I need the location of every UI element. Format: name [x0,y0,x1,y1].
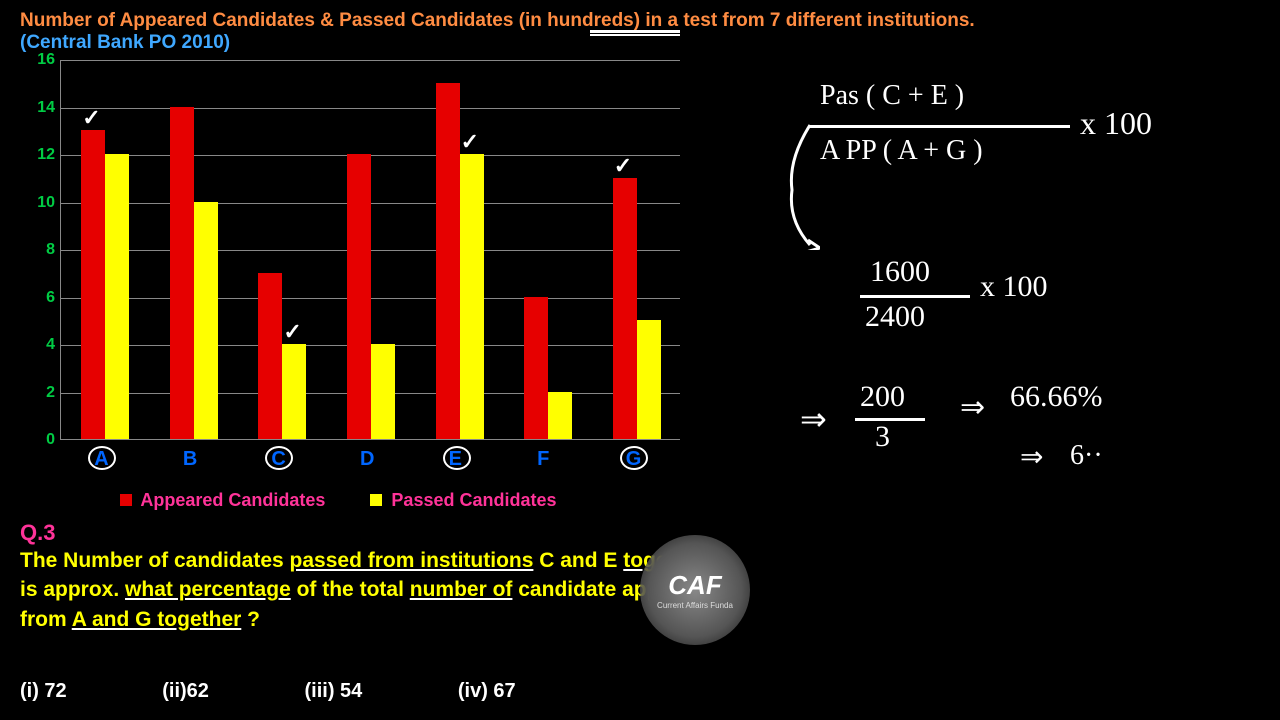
question-block: Q.3 The Number of candidates passed from… [20,520,720,634]
circle-annotation [620,446,648,470]
hw-final: 6·· [1070,440,1103,472]
bar-passed-D [371,344,395,439]
handwritten-solution: Pas ( C + E ) x 100 A PP ( A + G ) 1600 … [780,80,1260,580]
chart-legend: Appeared Candidates Passed Candidates [120,490,557,511]
legend-swatch-passed [370,494,382,506]
legend-label-passed: Passed Candidates [391,490,556,510]
bar-passed-A [105,154,129,439]
bar-appeared-F [524,297,548,440]
y-axis-label: 6 [20,289,55,307]
hw-numerator: Pas ( C + E ) [820,80,964,112]
bar-appeared-B [170,107,194,440]
title-line1: Number of Appeared Candidates & Passed C… [20,10,1260,32]
underline-decoration [590,30,680,33]
watermark-text: CAF [668,570,721,601]
hw-fraction-bar3 [855,418,925,421]
circle-annotation [443,446,471,470]
hw-66pct: 66.66% [1010,380,1103,414]
gridline [61,108,680,109]
gridline [61,60,680,61]
y-axis-label: 10 [20,194,55,212]
y-axis-label: 16 [20,51,55,69]
checkmark-annotation: ✓ [283,319,301,345]
hw-200: 200 [860,380,905,414]
y-axis-label: 12 [20,146,55,164]
bar-chart: 0246810121416 ABCDEFG✓✓✓✓ [20,60,680,480]
hw-denominator: A PP ( A + G ) [820,135,983,167]
checkmark-annotation: ✓ [461,129,479,155]
hw-1600: 1600 [870,255,930,289]
bar-appeared-C [258,273,282,439]
bar-passed-F [548,392,572,440]
hw-times100-b: x 100 [980,270,1048,304]
bar-appeared-G [613,178,637,439]
bar-passed-B [194,202,218,440]
checkmark-annotation: ✓ [614,153,632,179]
circle-annotation [265,446,293,470]
hw-bracket [780,120,820,250]
bar-appeared-A [81,130,105,439]
bar-passed-C [282,344,306,439]
watermark-subtext: Current Affairs Funda [657,601,733,610]
question-text: The Number of candidates passed from ins… [20,546,720,634]
y-axis-label: 14 [20,99,55,117]
question-number: Q.3 [20,520,720,546]
y-axis-label: 8 [20,241,55,259]
option-ii: (ii)62 [162,680,209,703]
bar-appeared-E [436,83,460,439]
option-iv: (iv) 67 [458,680,516,703]
y-axis-label: 2 [20,384,55,402]
option-i: (i) 72 [20,680,67,703]
x-axis-label-F: F [537,448,549,471]
x-axis-label-D: D [360,448,374,471]
legend-swatch-appeared [120,494,132,506]
bar-passed-G [637,320,661,439]
hw-times100-a: x 100 [1080,105,1152,142]
underline-decoration [590,34,680,36]
bar-passed-E [460,154,484,439]
hw-fraction-bar2 [860,295,970,298]
answer-options: (i) 72 (ii)62 (iii) 54 (iv) 67 [20,680,606,703]
x-axis-label-B: B [183,448,197,471]
y-axis-label: 0 [20,431,55,449]
hw-arrow2: ⇒ [960,390,985,425]
y-axis-label: 4 [20,336,55,354]
hw-2400: 2400 [865,300,925,334]
hw-arrow1: ⇒ [800,400,827,438]
hw-3: 3 [875,420,890,454]
checkmark-annotation: ✓ [82,105,100,131]
circle-annotation [88,446,116,470]
bar-appeared-D [347,154,371,439]
hw-fraction-bar [810,125,1070,128]
hw-arrow3: ⇒ [1020,440,1043,474]
option-iii: (iii) 54 [305,680,363,703]
watermark-logo: CAF Current Affairs Funda [640,535,750,645]
legend-label-appeared: Appeared Candidates [140,490,325,510]
